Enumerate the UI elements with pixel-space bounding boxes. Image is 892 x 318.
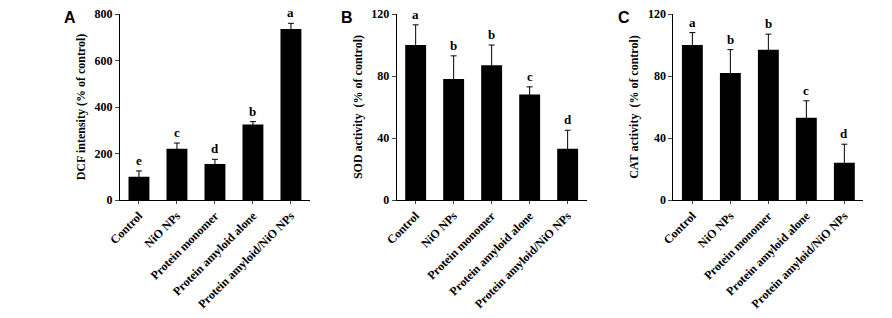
svg-text:Protein amyloid alone: Protein amyloid alone (447, 208, 537, 298)
svg-text:Control: Control (384, 208, 422, 246)
svg-text:NiO NPs: NiO NPs (142, 209, 184, 251)
svg-text:800: 800 (95, 7, 113, 21)
svg-text:d: d (211, 141, 219, 156)
svg-text:d: d (564, 112, 572, 127)
svg-text:Protein monomer: Protein monomer (701, 208, 775, 282)
svg-text:120: 120 (371, 7, 389, 21)
svg-text:C: C (618, 9, 630, 26)
svg-text:Protein amyloid/NiO NPs: Protein amyloid/NiO NPs (749, 209, 851, 311)
svg-text:Protein amyloid alone: Protein amyloid alone (723, 208, 813, 298)
svg-text:Protein monomer: Protein monomer (148, 208, 222, 282)
svg-text:b: b (765, 16, 772, 31)
svg-text:b: b (727, 32, 734, 47)
svg-text:120: 120 (648, 7, 666, 21)
svg-text:200: 200 (95, 147, 113, 161)
svg-text:d: d (840, 126, 848, 141)
svg-text:c: c (174, 125, 180, 140)
svg-text:CAT activity (% of control): CAT activity (% of control) (627, 35, 641, 179)
svg-text:600: 600 (95, 54, 113, 68)
svg-text:0: 0 (107, 193, 113, 207)
svg-text:a: a (689, 15, 696, 30)
svg-text:400: 400 (95, 100, 113, 114)
svg-text:40: 40 (377, 131, 389, 145)
svg-text:a: a (287, 5, 294, 20)
svg-text:Protein amyloid alone: Protein amyloid alone (170, 208, 260, 298)
svg-text:SOD activity (% of control): SOD activity (% of control) (351, 35, 365, 179)
svg-text:0: 0 (383, 193, 389, 207)
svg-text:Protein amyloid/NiO NPs: Protein amyloid/NiO NPs (472, 209, 574, 311)
svg-text:NiO NPs: NiO NPs (418, 209, 460, 251)
svg-text:Protein amyloid/NiO NPs: Protein amyloid/NiO NPs (195, 209, 297, 311)
svg-text:b: b (249, 104, 256, 119)
svg-text:NiO NPs: NiO NPs (695, 209, 737, 251)
svg-text:c: c (527, 69, 533, 84)
svg-text:e: e (136, 153, 142, 168)
svg-text:A: A (64, 9, 76, 26)
svg-text:40: 40 (654, 131, 666, 145)
svg-text:b: b (488, 27, 495, 42)
svg-text:80: 80 (654, 69, 666, 83)
svg-text:Control: Control (661, 208, 699, 246)
svg-text:a: a (412, 7, 419, 22)
svg-text:DCF intensity (% of control): DCF intensity (% of control) (74, 34, 88, 181)
svg-text:b: b (450, 38, 457, 53)
svg-text:80: 80 (377, 69, 389, 83)
svg-text:B: B (341, 9, 353, 26)
svg-text:Control: Control (107, 208, 145, 246)
svg-text:Protein monomer: Protein monomer (424, 208, 498, 282)
svg-text:0: 0 (660, 193, 666, 207)
svg-text:c: c (803, 83, 809, 98)
